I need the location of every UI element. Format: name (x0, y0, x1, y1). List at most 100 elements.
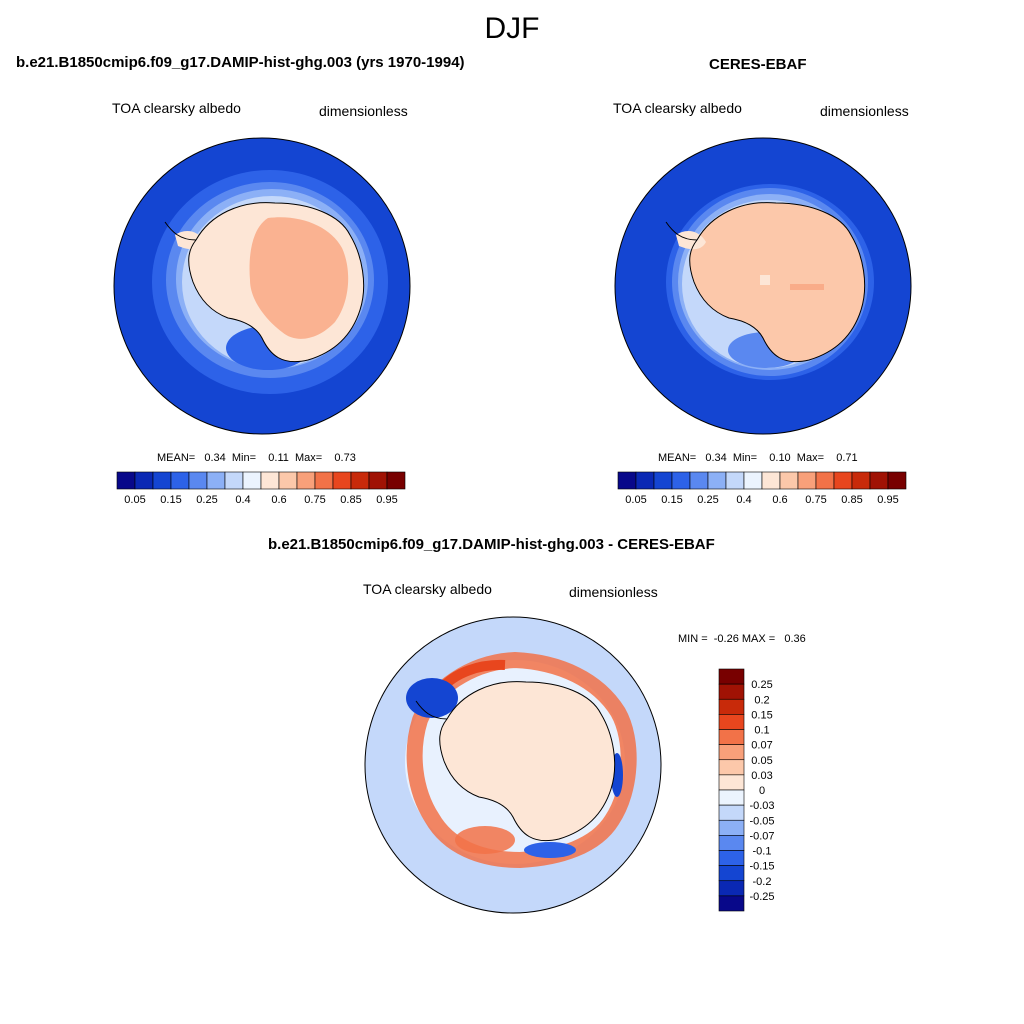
colorbar-box (718, 850, 745, 866)
colorbar-box (743, 471, 763, 490)
colorbar-box (368, 471, 388, 490)
diff-positive-ross-sea (455, 826, 515, 854)
colorbar-tick-label: -0.25 (749, 891, 774, 903)
colorbar-box (797, 471, 817, 490)
model-plateau-fill (249, 217, 349, 339)
colorbar-box (617, 471, 637, 490)
colorbar-box (761, 471, 781, 490)
colorbar-box (671, 471, 691, 490)
diff-negative-weddell (406, 678, 458, 718)
diff-negative-ross (524, 842, 576, 858)
colorbar-box (188, 471, 208, 490)
colorbar-box (718, 698, 745, 715)
colorbar-box (386, 471, 406, 490)
model-peninsula-fill (175, 230, 205, 250)
colorbar-box (779, 471, 799, 490)
colorbar-box (206, 471, 226, 490)
colorbar-tick-label: 0.85 (340, 494, 361, 506)
colorbar-tick-label: 0.05 (625, 494, 646, 506)
model-variable-label: TOA clearsky albedo (112, 100, 241, 116)
colorbar-tick-label: -0.15 (749, 861, 774, 873)
colorbar-box (718, 729, 745, 745)
diff-map-border (364, 616, 662, 914)
colorbar-box (718, 835, 745, 851)
diff-antarctica-fill (439, 681, 615, 841)
diff-peninsula-coast (415, 700, 448, 720)
colorbar-box (152, 471, 172, 490)
model-peninsula-coast (164, 221, 197, 241)
colorbar-tick-label: 0 (759, 785, 765, 797)
colorbar-tick-label: 0.2 (754, 694, 769, 706)
obs-plateau-streak (790, 284, 824, 290)
colorbar-box (725, 471, 745, 490)
colorbar-tick-label: 0.6 (772, 494, 787, 506)
model-units-label: dimensionless (319, 103, 408, 119)
colorbar-box (869, 471, 889, 490)
colorbar-tick-label: 0.75 (805, 494, 826, 506)
colorbar-tick-label: 0.25 (196, 494, 217, 506)
colorbar-box (332, 471, 352, 490)
colorbar-tick-label: 0.85 (841, 494, 862, 506)
obs-map-border (614, 137, 912, 435)
colorbar-tick-label: 0.25 (751, 679, 772, 691)
obs-variable-label: TOA clearsky albedo (613, 100, 742, 116)
colorbar-box (718, 880, 745, 897)
colorbar-box (278, 471, 298, 490)
colorbar-tick-label: -0.03 (749, 800, 774, 812)
obs-peninsula-coast (665, 221, 698, 241)
colorbar-tick-label: 0.15 (751, 709, 772, 721)
colorbar-tick-label: -0.07 (749, 830, 774, 842)
obs-plateau-patch (760, 275, 770, 285)
colorbar-box (718, 819, 745, 836)
model-coastline (188, 202, 365, 362)
colorbar-box (170, 471, 190, 490)
diff-panel-title: b.e21.B1850cmip6.f09_g17.DAMIP-hist-ghg.… (268, 536, 715, 553)
colorbar-tick-label: 0.03 (751, 770, 772, 782)
colorbar-tick-label: 0.05 (124, 494, 145, 506)
colorbar-box (224, 471, 244, 490)
colorbar-box (718, 865, 745, 882)
colorbar-tick-label: 0.15 (160, 494, 181, 506)
obs-coastline (689, 202, 866, 362)
colorbar-tick-label: 0.95 (877, 494, 898, 506)
obs-stats: MEAN= 0.34 Min= 0.10 Max= 0.71 (658, 452, 858, 464)
colorbar-tick-label: 0.75 (304, 494, 325, 506)
colorbar-tick-label: 0.95 (376, 494, 397, 506)
figure-season-title: DJF (484, 12, 540, 45)
diff-units-label: dimensionless (569, 584, 658, 600)
diff-map (365, 617, 661, 913)
model-stats: MEAN= 0.34 Min= 0.11 Max= 0.73 (157, 452, 356, 464)
diff-stats: MIN = -0.26 MAX = 0.36 (678, 633, 806, 645)
colorbar-tick-label: 0.05 (751, 755, 772, 767)
colorbar-tick-label: -0.1 (753, 846, 772, 858)
colorbar-tick-label: -0.2 (753, 876, 772, 888)
colorbar-box (718, 668, 745, 685)
obs-peninsula-fill (676, 230, 706, 250)
colorbar-box (815, 471, 835, 490)
colorbar-tick-label: 0.25 (697, 494, 718, 506)
colorbar-tick-label: 0.15 (661, 494, 682, 506)
colorbar-box (296, 471, 316, 490)
colorbar-box (718, 759, 745, 776)
colorbar-box (116, 471, 136, 490)
colorbar-box (635, 471, 655, 490)
obs-colorbar: 0.05 0.15 0.25 0.4 0.6 0.75 0.85 0.95 (617, 471, 907, 506)
colorbar-box (707, 471, 727, 490)
diff-variable-label: TOA clearsky albedo (363, 581, 492, 597)
colorbar-box (350, 471, 370, 490)
colorbar-box (242, 471, 262, 490)
diff-coastline (439, 681, 616, 841)
colorbar-box (689, 471, 709, 490)
model-map-border (113, 137, 411, 435)
obs-antarctica-fill (689, 202, 865, 362)
colorbar-tick-label: -0.05 (749, 815, 774, 827)
colorbar-box (134, 471, 154, 490)
colorbar-tick-label: 0.4 (736, 494, 751, 506)
colorbar-box (833, 471, 853, 490)
obs-panel-title: CERES-EBAF (709, 56, 807, 73)
colorbar-box (314, 471, 334, 490)
diff-positive-ring (406, 651, 637, 869)
colorbar-box (718, 804, 745, 821)
colorbar-tick-label: 0.07 (751, 740, 772, 752)
